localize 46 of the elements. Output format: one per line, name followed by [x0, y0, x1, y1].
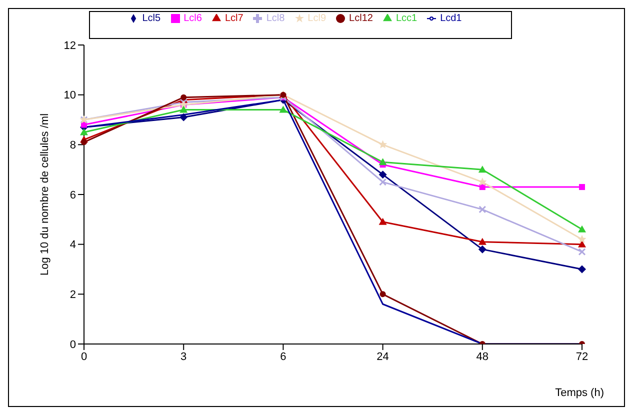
- y-axis-title: Log 10 du nombre de cellules /ml: [38, 113, 51, 276]
- point: [180, 106, 188, 113]
- point: [578, 240, 586, 248]
- point: [81, 139, 87, 146]
- x-tick-label: 48: [476, 350, 489, 363]
- y-tick-label: 12: [64, 40, 76, 52]
- point: [578, 234, 586, 243]
- legend-label: Lcl8: [266, 13, 285, 24]
- point: [378, 140, 388, 148]
- x-tick-label: 72: [576, 350, 588, 363]
- point: [578, 225, 586, 232]
- point: [378, 158, 387, 166]
- legend-label: Lcl6: [184, 13, 202, 24]
- point: [380, 291, 386, 298]
- point: [478, 245, 486, 254]
- x-tick-label: 24: [376, 350, 389, 363]
- legend-label: Lcl9: [308, 13, 326, 24]
- y-tick-label: 0: [70, 338, 76, 351]
- x-tick-label: 6: [280, 350, 286, 363]
- point: [180, 113, 188, 122]
- y-tick-label: 8: [70, 140, 76, 152]
- point: [578, 248, 586, 256]
- point: [478, 178, 487, 186]
- legend-label: Lcc1: [396, 13, 418, 24]
- point: [478, 238, 486, 245]
- y-tick-label: 6: [70, 189, 76, 202]
- point: [279, 106, 288, 113]
- point: [379, 178, 387, 186]
- legend-label: Lcl12: [349, 13, 373, 24]
- legend-label: Lcd1: [440, 13, 462, 24]
- point: [478, 206, 486, 214]
- legend-label: Lcl5: [142, 13, 161, 24]
- y-tick-label: 10: [64, 90, 76, 102]
- point: [180, 94, 187, 100]
- point: [378, 218, 387, 225]
- point: [478, 166, 486, 173]
- point: [579, 184, 585, 190]
- point: [578, 265, 586, 274]
- y-tick-label: 2: [70, 289, 76, 302]
- x-tick-label: 3: [180, 350, 187, 363]
- point: [80, 128, 88, 136]
- point: [378, 170, 387, 179]
- x-axis-title: Temps (h): [555, 387, 604, 399]
- legend-label: Lcl7: [224, 13, 244, 24]
- x-tick-label: 0: [80, 350, 88, 363]
- y-tick-label: 4: [70, 239, 76, 252]
